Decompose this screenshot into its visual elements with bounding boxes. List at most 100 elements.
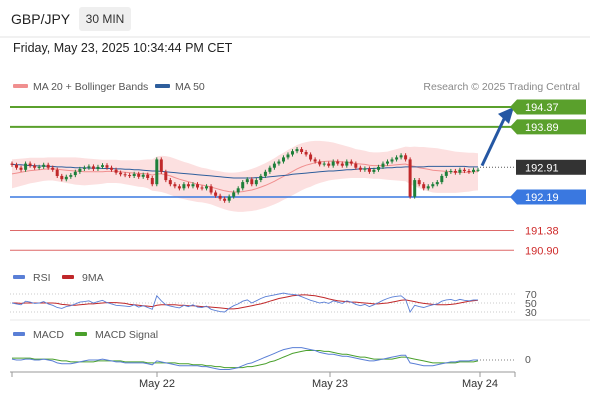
- candle-body: [150, 178, 154, 185]
- candle-body: [205, 186, 208, 189]
- candle-body: [245, 179, 249, 183]
- timestamp: Friday, May 23, 2025 10:34:44 PM CET: [13, 41, 233, 55]
- candle-body: [422, 184, 426, 189]
- rsi-tick-30: 30: [525, 307, 537, 319]
- research-credit: Research © 2025 Trading Central: [423, 81, 580, 93]
- instrument-symbol: GBP/JPY: [11, 11, 71, 27]
- candle-body: [96, 166, 100, 169]
- candle-body: [322, 163, 326, 165]
- candle-body: [155, 159, 159, 185]
- rsi-ma-legend-swatch: [62, 275, 74, 279]
- candle-body: [381, 163, 385, 167]
- rsi-ma-line: [12, 294, 479, 310]
- level-label-support: 192.19: [525, 192, 559, 204]
- x-tick-may-22: May 22: [139, 378, 175, 390]
- candle-body: [390, 159, 394, 162]
- candle-body: [467, 171, 471, 172]
- candle-body: [404, 155, 408, 160]
- candle-body: [340, 163, 344, 166]
- candle-body: [462, 169, 466, 171]
- rsi-legend-label: RSI: [33, 272, 51, 284]
- candle-body: [173, 184, 177, 187]
- candle-body: [250, 179, 254, 185]
- candle-body: [295, 149, 299, 152]
- candle-body: [286, 154, 290, 158]
- candle-body: [200, 187, 204, 189]
- candle-body: [51, 167, 55, 170]
- rsi-line: [11, 292, 478, 313]
- candle-body: [354, 163, 358, 168]
- candle-body: [186, 184, 190, 187]
- candle-body: [327, 163, 331, 166]
- bollinger-band: [12, 140, 478, 212]
- candle-body: [449, 171, 453, 172]
- candle-body: [345, 161, 349, 166]
- candle-body: [426, 186, 430, 189]
- candle-body: [141, 174, 145, 177]
- macd-line: [11, 347, 478, 370]
- candle-body: [114, 169, 118, 173]
- candle-body: [386, 161, 389, 164]
- candle-body: [73, 171, 77, 176]
- candle-body: [177, 186, 181, 189]
- forecast-arrow: [480, 106, 514, 167]
- level-badge-resistance: [510, 119, 586, 135]
- candle-body: [196, 184, 199, 188]
- candle-body: [46, 164, 50, 168]
- candle-body: [15, 164, 18, 168]
- candle-body: [87, 166, 91, 168]
- candle-body: [10, 163, 14, 165]
- rsi-panel: [10, 292, 515, 313]
- candle-body: [209, 186, 213, 193]
- candle-body: [300, 149, 304, 152]
- candle-body: [476, 169, 480, 171]
- candle-body: [349, 161, 353, 164]
- bollinger-band-area: [12, 140, 478, 212]
- current-price-badge: [516, 159, 586, 175]
- candle-body: [82, 167, 86, 169]
- candle-body: [42, 164, 46, 167]
- candle-body: [28, 163, 32, 166]
- x-tick-marks: [11, 372, 516, 377]
- candle-body: [291, 151, 294, 155]
- ma20-legend-label: MA 20 + Bollinger Bands: [33, 81, 148, 93]
- candle-body: [313, 159, 317, 162]
- candlesticks: [10, 147, 480, 203]
- macd-signal-legend-swatch: [75, 332, 87, 336]
- candle-body: [119, 172, 123, 175]
- candle-body: [417, 180, 421, 185]
- forecast-arrow-head: [498, 106, 514, 124]
- candle-body: [110, 167, 113, 170]
- candle-body: [24, 163, 28, 170]
- x-tick-may-23: May 23: [312, 378, 348, 390]
- forecast-arrow-shaft: [480, 116, 507, 167]
- timeframe-button[interactable]: 30 MIN: [79, 7, 131, 31]
- macd-legend-label: MACD: [33, 329, 64, 341]
- candle-body: [236, 188, 240, 193]
- macd-signal-line: [12, 350, 479, 369]
- macd-signal-legend-label: MACD Signal: [95, 329, 158, 341]
- candle-body: [191, 184, 195, 187]
- candle-body: [91, 166, 95, 169]
- level-label-resistance: 194.37: [525, 102, 559, 114]
- candle-body: [137, 173, 141, 177]
- candle-body: [440, 175, 444, 183]
- level-label-resistance: 193.89: [525, 122, 559, 134]
- ma50-line: [11, 163, 478, 179]
- rsi-ma-legend-label: 9MA: [82, 272, 104, 284]
- level-badge-resistance: [510, 99, 586, 115]
- candle-body: [277, 161, 281, 164]
- candle-body: [358, 167, 362, 170]
- candle-body: [227, 196, 231, 201]
- candle-body: [105, 165, 109, 168]
- macd-legend-swatch: [13, 332, 25, 336]
- candle-body: [399, 155, 403, 158]
- ma20-legend-swatch: [13, 84, 28, 88]
- candle-body: [304, 152, 308, 155]
- rsi-legend-swatch: [13, 275, 25, 279]
- candle-body: [223, 198, 227, 201]
- candle-body: [377, 166, 380, 170]
- candle-body: [37, 166, 41, 168]
- macd-tick-0: 0: [525, 354, 531, 366]
- candle-body: [182, 184, 186, 189]
